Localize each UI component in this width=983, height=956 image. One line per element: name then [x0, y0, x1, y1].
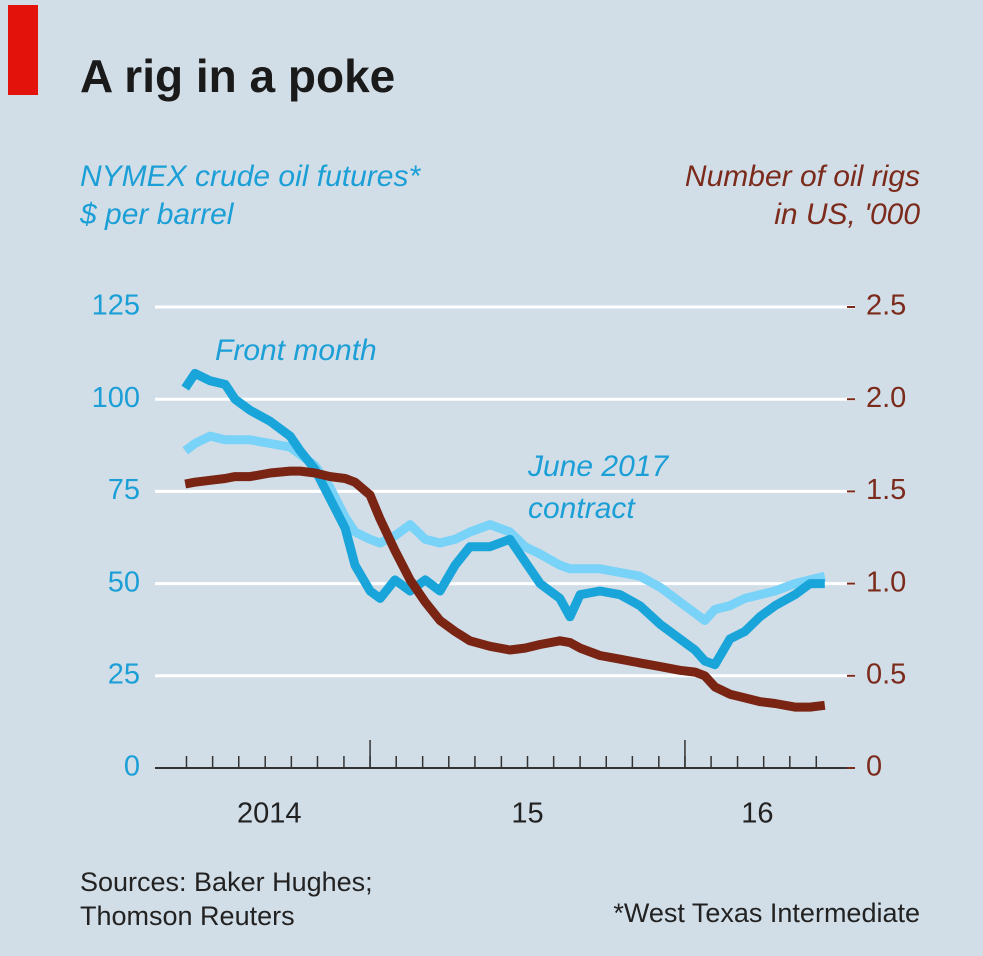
- y2-tick-label: 1.5: [866, 474, 906, 506]
- y-tick-label: 25: [108, 658, 140, 690]
- y-tick-label: 75: [108, 474, 140, 506]
- x-tick-label: 2014: [237, 798, 302, 830]
- x-tick-label: 15: [511, 798, 543, 830]
- series-line: [184, 466, 826, 712]
- annotation: June 2017: [527, 450, 669, 483]
- y2-axis-label: in US, '000: [774, 198, 920, 231]
- y-tick-label: 125: [92, 290, 140, 322]
- y2-tick-label: 0.5: [866, 658, 906, 690]
- annotation: Front month: [215, 334, 377, 367]
- annotation: contract: [528, 492, 636, 525]
- y-tick-label: 100: [92, 382, 140, 414]
- y-tick-label: 0: [124, 751, 140, 783]
- y-axis-label: NYMEX crude oil futures*: [80, 160, 421, 193]
- y2-tick-label: 1.0: [866, 566, 906, 598]
- y2-tick-label: 0: [866, 751, 882, 783]
- series-line: [181, 368, 825, 670]
- y-axis-label: $ per barrel: [79, 198, 235, 231]
- series-line: [182, 431, 826, 625]
- y2-tick-label: 2.5: [866, 290, 906, 322]
- source: Sources: Baker Hughes;: [80, 867, 373, 897]
- x-tick-label: 16: [741, 798, 773, 830]
- footnote: *West Texas Intermediate: [613, 898, 920, 928]
- source: Thomson Reuters: [80, 901, 295, 931]
- red-tab: [8, 5, 38, 95]
- y2-axis-label: Number of oil rigs: [685, 160, 920, 193]
- chart-title: A rig in a poke: [80, 50, 395, 102]
- y2-tick-label: 2.0: [866, 382, 906, 414]
- y-tick-label: 50: [108, 566, 140, 598]
